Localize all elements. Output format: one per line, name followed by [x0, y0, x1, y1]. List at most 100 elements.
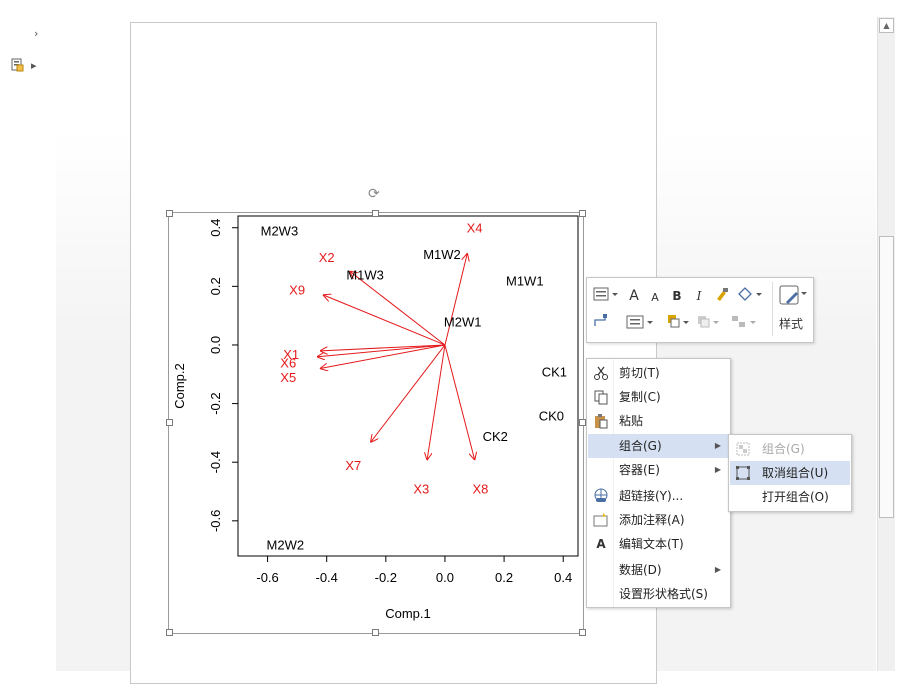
y-tick-label: -0.4	[208, 451, 223, 473]
resize-handle-top-left[interactable]	[166, 210, 173, 217]
sample-label: M1W1	[506, 273, 544, 288]
submenu-arrow-icon: ▶	[714, 565, 721, 574]
menu-item-cut[interactable]: 剪切(T)	[588, 361, 729, 385]
resize-handle-bottom-left[interactable]	[166, 629, 173, 636]
menu-item-paste[interactable]: 粘贴	[588, 409, 729, 433]
y-tick-label: 0.0	[208, 336, 223, 354]
menu-item-label: 数据(D)	[619, 563, 662, 577]
menu-item-container[interactable]: 容器(E) ▶	[588, 458, 729, 482]
x-tick-label: 0.2	[495, 570, 513, 585]
variable-label: X6	[280, 356, 296, 371]
loading-arrow	[321, 344, 445, 351]
rotate-handle-icon[interactable]: ⟳	[368, 186, 380, 202]
resize-handle-left[interactable]	[166, 419, 173, 426]
menu-item-label: 粘贴	[619, 414, 644, 428]
align-objects-icon[interactable]	[729, 314, 759, 334]
sample-label: CK1	[542, 364, 567, 379]
y-tick-label: 0.2	[208, 277, 223, 295]
submenu-item-label: 打开组合(O)	[762, 490, 829, 504]
ungroup-icon	[735, 465, 751, 481]
menu-item-label: 超链接(Y)...	[619, 489, 684, 503]
menu-item-label: 容器(E)	[619, 463, 660, 477]
menu-item-label: 剪切(T)	[619, 366, 660, 380]
edit-text-icon: A	[596, 537, 606, 551]
menu-item-copy[interactable]: 复制(C)	[588, 385, 729, 409]
submenu-item-open-group[interactable]: 打开组合(O)	[730, 485, 850, 509]
y-tick-label: 0.4	[208, 219, 223, 237]
resize-handle-top[interactable]	[372, 210, 379, 217]
scroll-up-icon[interactable]: ▲	[879, 18, 894, 33]
submenu-item-label: 取消组合(U)	[762, 466, 829, 480]
menu-item-hyperlink[interactable]: 超链接(Y)...	[588, 484, 729, 508]
grow-font-button[interactable]: A	[629, 288, 639, 304]
menu-item-add-comment[interactable]: 添加注释(A)	[588, 508, 729, 532]
loading-arrow	[350, 272, 446, 346]
variable-label: X7	[345, 458, 361, 473]
bold-button[interactable]: B	[672, 289, 682, 303]
variable-label: X1	[283, 347, 299, 362]
variable-label: X3	[413, 482, 429, 497]
menu-item-label: 编辑文本(T)	[619, 537, 684, 551]
selection-frame	[168, 212, 584, 634]
submenu-item-ungroup[interactable]: 取消组合(U)	[730, 461, 850, 485]
x-tick-label: 0.4	[554, 570, 572, 585]
x-tick-label: -0.6	[256, 570, 278, 585]
y-tick-label: -0.6	[208, 510, 223, 532]
biplot-chart[interactable]: -0.6 -0.4 -0.2 0.0 0.2 0.4 -0.6 -0.4 -0.2 0.0 0.2 0…	[168, 212, 582, 632]
shape-fill-icon[interactable]	[735, 286, 765, 306]
plot-frame	[237, 215, 579, 557]
x-tick-label: -0.2	[375, 570, 397, 585]
variable-label: X9	[289, 282, 305, 297]
expand-chevron-icon[interactable]: ›	[34, 27, 39, 40]
submenu-arrow-icon: ▶	[714, 465, 721, 474]
bring-forward-icon[interactable]	[665, 314, 693, 334]
loading-arrow	[324, 295, 446, 346]
loading-arrow	[444, 254, 467, 346]
hyperlink-icon	[593, 488, 609, 504]
loading-arrow	[321, 344, 446, 368]
loading-arrow	[444, 344, 475, 459]
comment-icon	[593, 512, 609, 528]
copy-icon	[593, 389, 609, 405]
document-page	[130, 22, 657, 684]
resize-handle-bottom[interactable]	[372, 629, 379, 636]
resize-handle-top-right[interactable]	[579, 210, 586, 217]
expand-arrow-icon[interactable]: ▸	[31, 59, 37, 72]
y-axis-label: Comp.2	[172, 363, 187, 409]
shape-style-icon[interactable]	[778, 284, 808, 310]
scissors-icon	[593, 365, 609, 381]
menu-item-format-shape[interactable]: 设置形状格式(S)	[588, 582, 729, 606]
format-painter-icon[interactable]	[713, 286, 731, 306]
italic-button[interactable]: I	[696, 289, 702, 303]
connector-icon[interactable]	[591, 313, 611, 333]
x-tick-label: -0.4	[315, 570, 337, 585]
menu-gutter	[613, 359, 614, 607]
mini-toolbar: A A B I 样式	[586, 277, 814, 343]
toolbar-separator	[772, 282, 773, 336]
shrink-font-button[interactable]: A	[651, 291, 659, 304]
sample-label: CK0	[539, 408, 564, 423]
sample-label: M1W3	[346, 268, 384, 283]
x-axis-label: Comp.1	[385, 606, 431, 621]
menu-item-label: 复制(C)	[619, 390, 661, 404]
send-backward-icon[interactable]	[695, 314, 723, 334]
variable-label: X2	[319, 250, 335, 265]
resize-handle-bottom-right[interactable]	[579, 629, 586, 636]
menu-item-data[interactable]: 数据(D) ▶	[588, 558, 729, 582]
menu-item-label: 添加注释(A)	[619, 513, 685, 527]
navigation-pane-icon[interactable]	[11, 58, 25, 72]
submenu-arrow-icon: ▶	[714, 441, 721, 450]
menu-item-edit-text[interactable]: A 编辑文本(T)	[588, 532, 729, 556]
sample-label: M1W2	[423, 247, 461, 262]
scroll-thumb[interactable]	[879, 236, 894, 518]
variable-label: X4	[467, 221, 483, 236]
submenu-item-group[interactable]: 组合(G)	[730, 437, 850, 461]
style-button[interactable]: 样式	[778, 317, 803, 331]
align-text-icon[interactable]	[625, 314, 655, 334]
y-tick-label: -0.2	[208, 392, 223, 414]
menu-item-group[interactable]: 组合(G) ▶	[588, 434, 729, 458]
resize-handle-right[interactable]	[579, 419, 586, 426]
paste-icon	[593, 413, 609, 429]
menu-item-label: 组合(G)	[619, 439, 662, 453]
text-box-icon[interactable]	[591, 286, 621, 306]
